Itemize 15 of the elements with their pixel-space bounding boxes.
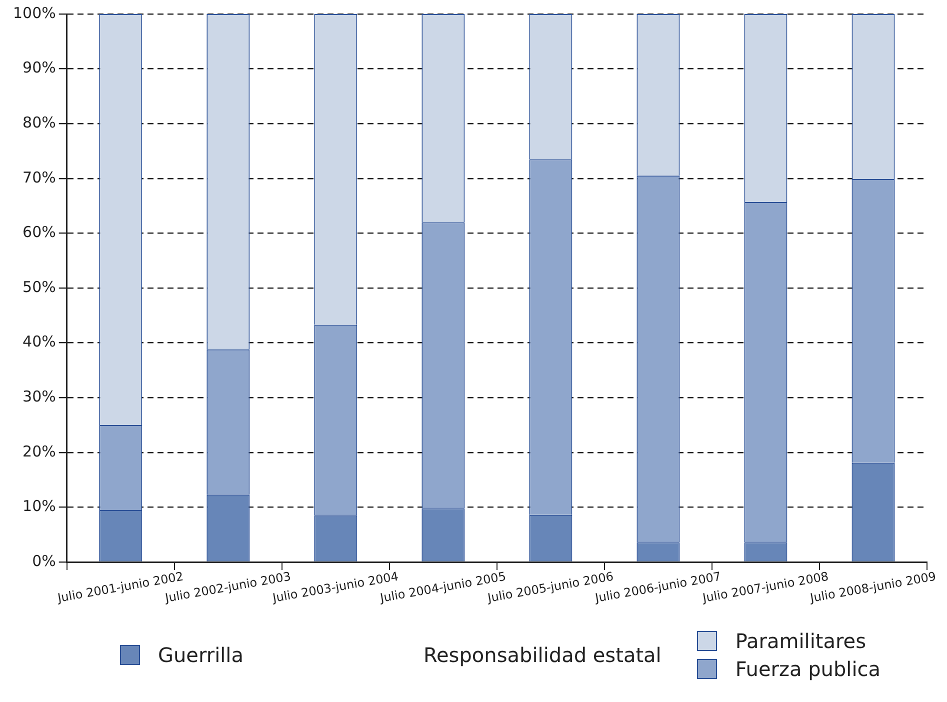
y-tick-label: 30%	[22, 387, 56, 406]
y-tick-label: 40%	[22, 332, 56, 351]
y-tick-label: 100%	[12, 4, 56, 22]
legend-label: Paramilitares	[735, 629, 866, 653]
y-tick-label: 60%	[22, 223, 56, 242]
y-tick-label: 70%	[22, 168, 56, 186]
legend-label: Fuerza publica	[735, 657, 881, 681]
y-tick-label: 20%	[22, 442, 56, 460]
y-tick-label: 80%	[22, 113, 56, 132]
y-tick-label: 50%	[22, 278, 56, 296]
y-tick-label: 0%	[32, 552, 56, 570]
legend-label: Guerrilla	[158, 643, 244, 667]
legend-title: Responsabilidad estatal	[424, 643, 662, 667]
y-tick-label: 90%	[22, 58, 56, 77]
y-tick-label: 10%	[22, 497, 56, 516]
